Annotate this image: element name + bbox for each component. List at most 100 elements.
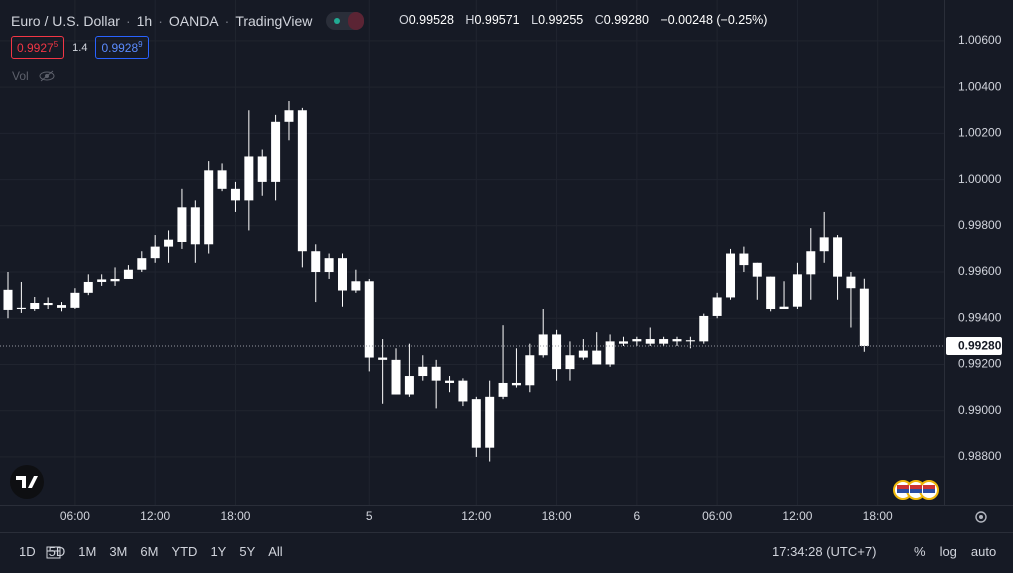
candle-body xyxy=(3,289,13,310)
x-tick-label: 18:00 xyxy=(220,509,250,523)
candle-body xyxy=(16,307,26,310)
candle-body xyxy=(726,253,736,298)
sell-price: 0.9927 xyxy=(17,41,54,55)
last-price-box xyxy=(946,336,1002,355)
candle-body xyxy=(552,334,562,370)
candle-body xyxy=(177,207,187,242)
log-toggle[interactable]: log xyxy=(939,544,957,559)
y-tick-label: 1.00000 xyxy=(958,172,1002,186)
x-tick-label: 18:00 xyxy=(863,509,893,523)
sell-pip: 5 xyxy=(53,40,59,49)
candle-body xyxy=(445,380,455,383)
candle-body xyxy=(685,340,695,342)
ohlc-value: 0.99255 xyxy=(538,13,584,27)
candle-body xyxy=(30,303,40,310)
x-tick-label: 18:00 xyxy=(542,509,572,523)
candle-body xyxy=(618,341,628,344)
percent-toggle[interactable]: % xyxy=(914,544,926,559)
ohlc-value: 0.99280 xyxy=(603,13,649,27)
candle-body xyxy=(565,355,575,370)
ohlc-key: O xyxy=(399,13,409,27)
candle-body xyxy=(244,156,254,201)
change: −0.00248 (−0.25%) xyxy=(660,13,768,27)
candle-body xyxy=(819,237,829,252)
exchange: OANDA xyxy=(168,13,219,29)
y-tick-label: 0.99200 xyxy=(958,357,1002,371)
range-button[interactable]: 3M xyxy=(109,544,128,559)
ohlc-legend: O0.99528 H0.99571 L0.99255 C0.99280 −0.0… xyxy=(399,13,771,27)
candle-body xyxy=(190,207,200,245)
candle-body xyxy=(204,170,214,245)
candle-body xyxy=(592,350,602,365)
range-button[interactable]: 1D xyxy=(19,544,36,559)
goto-date-icon[interactable] xyxy=(45,544,63,560)
candle-body xyxy=(859,288,869,346)
candle-body xyxy=(645,339,655,344)
candle-body xyxy=(458,380,468,402)
ohlc-key: H xyxy=(465,13,475,27)
candle-body xyxy=(311,251,321,273)
candle-body xyxy=(217,170,227,189)
y-tick-label: 1.00200 xyxy=(958,126,1002,140)
clock[interactable]: 17:34:28 (UTC+7) xyxy=(772,544,877,559)
quote-panel: 0.99275 1.4 0.99289 xyxy=(11,36,149,59)
sell-button[interactable]: 0.99275 xyxy=(11,36,65,59)
bottom-toolbar: 1D 5D 1M 3M 6M YTD 1Y 5Y All 17:34:28 (U… xyxy=(0,532,1013,573)
spread: 1.4 xyxy=(72,41,88,54)
candle-body xyxy=(257,156,267,182)
candle-body xyxy=(739,253,749,266)
candle-body xyxy=(752,262,762,277)
candle-body xyxy=(364,281,374,358)
candle-body xyxy=(672,339,682,342)
x-tick-label: 6 xyxy=(634,509,641,523)
candle-body xyxy=(284,110,294,122)
x-tick-label: 12:00 xyxy=(461,509,491,523)
candle-body xyxy=(164,239,174,247)
tv-logo xyxy=(10,465,44,499)
candle-body xyxy=(418,366,428,377)
hide-icon[interactable] xyxy=(38,70,56,82)
range-buttons: 1D 5D 1M 3M 6M YTD 1Y 5Y All xyxy=(19,544,283,559)
symbol-name[interactable]: Euro / U.S. Dollar xyxy=(11,13,120,29)
candle-body xyxy=(230,188,240,201)
volume-legend: Vol xyxy=(12,68,55,83)
y-tick-label: 0.98800 xyxy=(958,449,1002,463)
range-button[interactable]: All xyxy=(268,544,283,559)
candle-body xyxy=(43,303,53,306)
candle-body xyxy=(83,281,93,293)
y-tick-label: 1.00400 xyxy=(958,79,1002,93)
event-flags xyxy=(893,480,939,500)
settings-icon[interactable] xyxy=(975,511,987,523)
range-button[interactable]: 6M xyxy=(140,544,159,559)
range-button[interactable]: 1Y xyxy=(210,544,227,559)
x-tick-label: 06:00 xyxy=(60,509,90,523)
interval[interactable]: 1h xyxy=(136,13,153,29)
candle-body xyxy=(297,110,307,252)
candles xyxy=(3,101,869,462)
candle-body xyxy=(712,297,722,316)
buy-button[interactable]: 0.99289 xyxy=(95,36,149,59)
y-tick-label: 1.00600 xyxy=(958,33,1002,47)
volume-label: Vol xyxy=(12,69,29,83)
candle-body xyxy=(271,121,281,182)
candle-body xyxy=(378,357,388,360)
candle-body xyxy=(324,258,334,273)
candle-body xyxy=(605,341,615,365)
candle-body xyxy=(632,339,642,342)
candle-body xyxy=(137,258,147,270)
candle-body xyxy=(471,399,481,448)
candle-body xyxy=(525,355,535,386)
buy-pip: 9 xyxy=(138,40,143,49)
candle-body xyxy=(699,315,709,342)
candle-body xyxy=(846,276,856,289)
candle-body xyxy=(57,305,67,308)
ohlc-value: 0.99571 xyxy=(474,13,520,27)
x-tick-label: 12:00 xyxy=(782,509,812,523)
candle-body xyxy=(123,269,133,279)
market-status[interactable] xyxy=(326,12,365,30)
auto-toggle[interactable]: auto xyxy=(970,544,997,559)
range-button[interactable]: 1M xyxy=(78,544,97,559)
range-button[interactable]: YTD xyxy=(171,544,198,559)
range-button[interactable]: 5Y xyxy=(239,544,256,559)
